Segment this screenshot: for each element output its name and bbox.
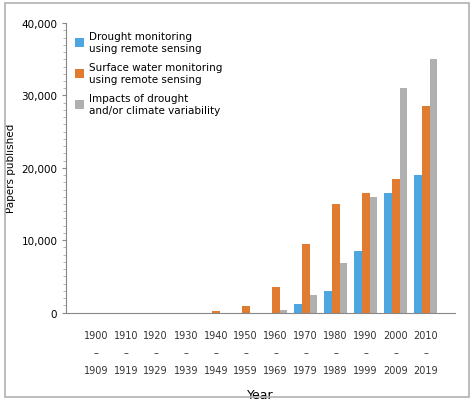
- Bar: [212, 311, 219, 313]
- Bar: [302, 244, 310, 313]
- Text: 1949: 1949: [203, 365, 228, 375]
- Text: 1989: 1989: [323, 365, 348, 375]
- Text: 1910: 1910: [113, 330, 138, 340]
- Text: –: –: [303, 347, 308, 357]
- Bar: [242, 306, 250, 313]
- Text: –: –: [123, 347, 128, 357]
- Text: –: –: [333, 347, 338, 357]
- Text: 2019: 2019: [413, 365, 438, 375]
- Bar: [280, 310, 287, 313]
- Text: 1969: 1969: [264, 365, 288, 375]
- Text: 1929: 1929: [144, 365, 168, 375]
- Bar: [370, 197, 377, 313]
- Text: 1950: 1950: [233, 330, 258, 340]
- Bar: [310, 296, 318, 313]
- Text: 1990: 1990: [354, 330, 378, 340]
- Text: –: –: [153, 347, 158, 357]
- Text: –: –: [183, 347, 188, 357]
- Bar: [384, 194, 392, 313]
- Text: 1980: 1980: [323, 330, 348, 340]
- Bar: [272, 288, 280, 313]
- Text: 1940: 1940: [203, 330, 228, 340]
- Text: 1920: 1920: [144, 330, 168, 340]
- Text: 1959: 1959: [233, 365, 258, 375]
- Text: –: –: [243, 347, 248, 357]
- Text: 1970: 1970: [293, 330, 318, 340]
- Bar: [294, 304, 302, 313]
- Text: 1930: 1930: [173, 330, 198, 340]
- Text: –: –: [393, 347, 398, 357]
- Text: 1960: 1960: [264, 330, 288, 340]
- Y-axis label: Papers published: Papers published: [6, 124, 16, 213]
- Bar: [324, 291, 332, 313]
- Text: Year: Year: [247, 388, 274, 401]
- Text: –: –: [213, 347, 218, 357]
- Text: 1999: 1999: [354, 365, 378, 375]
- Text: 2010: 2010: [413, 330, 438, 340]
- Text: –: –: [363, 347, 368, 357]
- Bar: [332, 205, 339, 313]
- Bar: [414, 176, 422, 313]
- Bar: [400, 89, 407, 313]
- Text: 2000: 2000: [383, 330, 408, 340]
- Bar: [362, 194, 370, 313]
- Text: 1979: 1979: [293, 365, 318, 375]
- Bar: [354, 251, 362, 313]
- Bar: [429, 60, 438, 313]
- Text: 1919: 1919: [113, 365, 138, 375]
- Text: 1909: 1909: [83, 365, 108, 375]
- Text: –: –: [423, 347, 428, 357]
- Text: 1900: 1900: [83, 330, 108, 340]
- Text: –: –: [93, 347, 98, 357]
- Text: 2009: 2009: [383, 365, 408, 375]
- Legend: Drought monitoring
using remote sensing, Surface water monitoring
using remote s: Drought monitoring using remote sensing,…: [72, 29, 226, 119]
- Bar: [339, 264, 347, 313]
- Text: –: –: [273, 347, 278, 357]
- Bar: [392, 179, 400, 313]
- Bar: [422, 107, 429, 313]
- Text: 1939: 1939: [173, 365, 198, 375]
